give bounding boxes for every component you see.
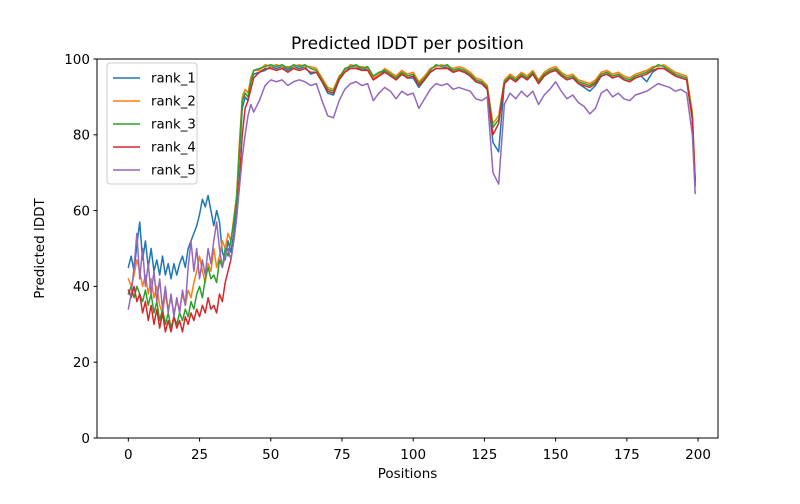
y-tick-label: 0 (81, 431, 90, 447)
axes: 0 25 50 75 100 125 150 175 200 0 20 40 60 80 100 (64, 52, 719, 463)
x-tick-label: 0 (124, 447, 133, 463)
x-tick-label: 175 (614, 447, 640, 463)
legend-label-rank_4: rank_4 (151, 141, 196, 156)
x-tick-label: 50 (262, 447, 279, 463)
legend-label-rank_1: rank_1 (151, 72, 196, 87)
legend-label-rank_3: rank_3 (151, 118, 196, 133)
x-tick-label: 200 (685, 447, 711, 463)
legend-label-rank_5: rank_5 (151, 164, 196, 179)
x-tick-label: 75 (333, 447, 350, 463)
x-tick-label: 100 (400, 447, 426, 463)
y-tick-label: 100 (64, 52, 90, 68)
legend-label-rank_2: rank_2 (151, 95, 196, 110)
x-axis-label: Positions (378, 466, 438, 482)
plot-border (96, 58, 719, 439)
y-tick-label: 40 (73, 279, 90, 295)
legend-box (106, 62, 198, 185)
plot-series (127, 63, 696, 333)
series-line-rank_3 (127, 63, 696, 329)
y-tick-label: 60 (73, 203, 90, 219)
y-axis-label: Predicted lDDT (32, 198, 48, 299)
series-line-rank_5 (127, 79, 696, 318)
x-tick-label: 150 (543, 447, 569, 463)
series-line-rank_4 (127, 67, 696, 333)
y-tick-label: 80 (73, 128, 90, 144)
x-tick-label: 25 (191, 447, 208, 463)
x-tick-label: 125 (472, 447, 498, 463)
legend: rank_1 rank_2 rank_3 rank_4 rank_5 (106, 62, 198, 185)
y-tick-label: 20 (73, 355, 90, 371)
chart-title: Predicted lDDT per position (291, 34, 524, 54)
